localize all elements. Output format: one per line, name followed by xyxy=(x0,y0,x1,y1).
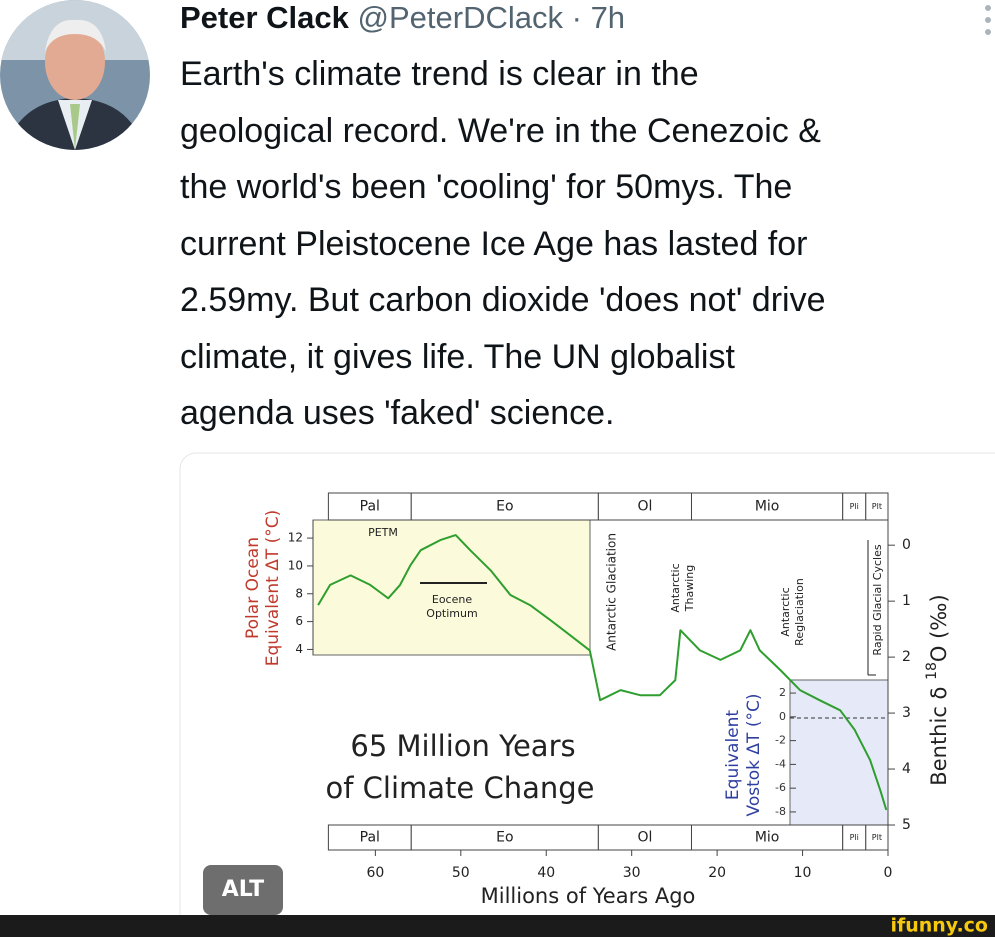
epoch-label: Mio xyxy=(755,499,780,515)
tweet-text-line: current Pleistocene Ice Age has lasted f… xyxy=(180,224,808,263)
separator: · xyxy=(571,0,582,35)
y3-tick-label: -4 xyxy=(775,757,786,770)
epoch-label: Pal xyxy=(360,499,380,515)
x-tick-label: 50 xyxy=(452,865,470,881)
epoch-label: Eo xyxy=(496,830,513,846)
x-tick-label: 30 xyxy=(623,865,641,881)
annotation: Antarctic xyxy=(779,587,792,636)
y-axis-title-part: 18 xyxy=(924,662,940,680)
annotation: Antarctic Glaciation xyxy=(605,533,619,651)
watermark: ifunny.co xyxy=(890,915,988,937)
epoch-label: Plt xyxy=(872,833,882,842)
y2-tick-label: 4 xyxy=(295,642,303,656)
y-tick-label: 0 xyxy=(902,537,911,553)
epoch-label: Ol xyxy=(637,830,652,846)
tweet-text-line: geological record. We're in the Cenezoic… xyxy=(180,111,821,150)
x-tick-label: 0 xyxy=(884,865,893,881)
avatar[interactable] xyxy=(0,0,150,150)
author-name[interactable]: Peter Clack xyxy=(180,0,349,35)
x-tick-label: 60 xyxy=(366,865,384,881)
y-axis-title-part: Benthic δ xyxy=(927,680,951,786)
tweet-text-line: agenda uses 'faked' science. xyxy=(180,394,615,432)
annotation: Optimum xyxy=(426,607,477,620)
more-dot[interactable] xyxy=(985,17,991,23)
x-tick-label: 10 xyxy=(794,865,812,881)
chart-title: 65 Million Years xyxy=(350,729,575,763)
x-tick-label: 40 xyxy=(537,865,555,881)
alt-badge[interactable] xyxy=(203,865,283,915)
epoch-box xyxy=(865,824,889,851)
y-tick-label: 1 xyxy=(902,593,911,609)
y-tick-label: 5 xyxy=(902,817,911,833)
y3-tick-label: 0 xyxy=(779,710,786,723)
epoch-box xyxy=(597,824,692,851)
more-dot[interactable] xyxy=(985,5,991,11)
annotation: Rapid Glacial Cycles xyxy=(871,544,884,655)
epoch-label: Ol xyxy=(637,499,652,515)
chart-title: of Climate Change xyxy=(325,771,594,805)
annotation: Eocene xyxy=(432,593,472,606)
y3-axis-title: Vostok ΔT (°C) xyxy=(744,694,764,817)
y-tick-label: 4 xyxy=(902,761,911,777)
tweet-text-line: climate, it gives life. The UN globalist xyxy=(180,337,735,376)
y3-tick-label: -6 xyxy=(775,781,786,794)
tweet-text-line: 2.59my. But carbon dioxide 'does not' dr… xyxy=(180,281,826,319)
tweet-text-line: Earth's climate trend is clear in the xyxy=(180,55,699,93)
epoch-box xyxy=(690,492,844,521)
eocene-highlight xyxy=(312,519,591,656)
y-axis-title: Benthic δ 18O (‰) xyxy=(924,594,951,785)
y2-axis-title: Equivalent ΔT (°C) xyxy=(263,510,283,667)
y2-tick-label: 12 xyxy=(288,531,303,545)
handle[interactable]: @PeterDClack xyxy=(357,0,563,35)
y3-tick-label: -8 xyxy=(775,805,786,818)
tweet-header: Peter Clack @PeterDClack · 7h xyxy=(180,0,625,36)
watermark-bar xyxy=(0,915,995,937)
x-tick-label: 20 xyxy=(708,865,726,881)
y3-tick-label: 2 xyxy=(779,686,786,699)
epoch-box xyxy=(327,492,412,521)
y-tick-label: 3 xyxy=(902,705,911,721)
y2-tick-label: 6 xyxy=(295,614,303,628)
y2-tick-label: 8 xyxy=(295,586,303,600)
annotation: Antarctic xyxy=(669,563,682,612)
tweet-text-line: the world's been 'cooling' for 50mys. Th… xyxy=(180,168,793,206)
annotation: PETM xyxy=(368,526,398,539)
y3-tick-label: -2 xyxy=(775,734,786,747)
epoch-box xyxy=(865,492,889,521)
epoch-label: Pli xyxy=(850,502,859,511)
annotation: Thawing xyxy=(683,565,696,612)
alt-badge-text[interactable]: ALT xyxy=(222,877,264,902)
epoch-label: Pli xyxy=(850,833,859,842)
x-axis-title: Millions of Years Ago xyxy=(481,884,696,908)
epoch-label: Eo xyxy=(496,499,513,515)
y2-tick-label: 10 xyxy=(288,558,303,572)
y3-axis-title: Equivalent xyxy=(723,710,743,800)
y-axis-title-part: O (‰) xyxy=(927,594,951,662)
epoch-label: Pal xyxy=(360,830,380,846)
recent-highlight xyxy=(789,679,889,826)
more-dot[interactable] xyxy=(985,29,991,35)
y2-axis-title: Polar Ocean xyxy=(243,537,263,639)
timestamp[interactable]: 7h xyxy=(590,0,626,35)
y-tick-label: 2 xyxy=(902,649,911,665)
epoch-label: Plt xyxy=(872,502,882,511)
data-line xyxy=(317,534,888,811)
annotation: Reglaciation xyxy=(793,578,806,646)
epoch-label: Mio xyxy=(755,830,780,846)
